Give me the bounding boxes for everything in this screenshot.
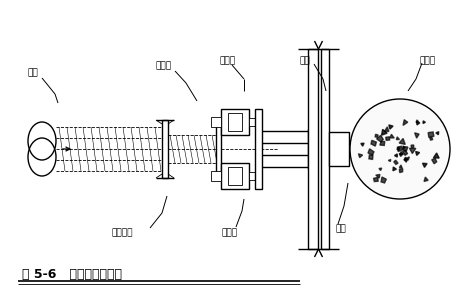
- Polygon shape: [396, 137, 399, 140]
- Polygon shape: [379, 168, 382, 171]
- Circle shape: [350, 99, 450, 199]
- Polygon shape: [403, 150, 408, 155]
- Bar: [249, 118, 255, 126]
- Polygon shape: [399, 165, 402, 168]
- Polygon shape: [433, 153, 439, 158]
- Polygon shape: [406, 157, 409, 160]
- Polygon shape: [414, 133, 419, 138]
- Bar: [249, 172, 255, 180]
- Polygon shape: [411, 145, 414, 147]
- Polygon shape: [404, 157, 407, 160]
- Polygon shape: [358, 154, 362, 158]
- Polygon shape: [397, 147, 400, 150]
- Polygon shape: [384, 127, 389, 132]
- Text: 活络稍头: 活络稍头: [112, 228, 133, 237]
- Polygon shape: [388, 160, 391, 162]
- Text: 钢梭: 钢梭: [300, 57, 311, 66]
- Polygon shape: [428, 132, 434, 138]
- Polygon shape: [386, 137, 390, 140]
- Polygon shape: [430, 137, 433, 140]
- Polygon shape: [380, 141, 385, 145]
- Polygon shape: [423, 163, 427, 167]
- Bar: [216, 125, 221, 173]
- Text: 围檩: 围檩: [336, 225, 347, 234]
- Polygon shape: [417, 121, 420, 125]
- Bar: [321, 49, 329, 249]
- Polygon shape: [368, 149, 374, 155]
- Polygon shape: [373, 177, 378, 182]
- Bar: [221, 163, 249, 189]
- Bar: [211, 171, 221, 181]
- Polygon shape: [361, 143, 364, 146]
- Bar: [211, 117, 221, 127]
- Text: 图 5-6   钢管横撑安装图: 图 5-6 钢管横撑安装图: [22, 268, 122, 281]
- Text: 椎注桩: 椎注桩: [420, 57, 436, 66]
- Bar: [228, 167, 242, 185]
- Bar: [255, 109, 262, 189]
- Bar: [221, 109, 249, 135]
- Polygon shape: [404, 159, 407, 162]
- Polygon shape: [403, 120, 408, 126]
- Polygon shape: [399, 154, 403, 157]
- Polygon shape: [382, 129, 387, 135]
- Polygon shape: [399, 169, 403, 173]
- Polygon shape: [432, 158, 437, 164]
- Text: 千斤顶: 千斤顶: [222, 228, 238, 237]
- Polygon shape: [399, 138, 405, 144]
- Polygon shape: [389, 125, 393, 129]
- Polygon shape: [377, 135, 383, 142]
- Polygon shape: [398, 146, 403, 151]
- Polygon shape: [390, 134, 394, 138]
- Polygon shape: [409, 148, 416, 154]
- Polygon shape: [400, 151, 403, 155]
- Polygon shape: [375, 134, 378, 137]
- Polygon shape: [381, 177, 386, 183]
- Polygon shape: [393, 167, 396, 171]
- Bar: [329, 132, 349, 166]
- Polygon shape: [403, 147, 408, 151]
- Bar: [228, 113, 242, 131]
- Polygon shape: [394, 154, 397, 157]
- Polygon shape: [403, 146, 405, 149]
- Polygon shape: [423, 121, 425, 123]
- Bar: [308, 49, 318, 249]
- Polygon shape: [371, 140, 377, 146]
- Bar: [162, 120, 168, 178]
- Polygon shape: [416, 151, 420, 155]
- Polygon shape: [436, 132, 439, 135]
- Text: 钢管: 钢管: [28, 69, 39, 77]
- Polygon shape: [394, 160, 398, 164]
- Polygon shape: [376, 174, 380, 178]
- Text: 活络头: 活络头: [155, 61, 171, 70]
- Text: 千斤顶: 千斤顶: [220, 57, 236, 66]
- Polygon shape: [369, 155, 373, 160]
- Polygon shape: [424, 177, 428, 182]
- Polygon shape: [416, 120, 419, 123]
